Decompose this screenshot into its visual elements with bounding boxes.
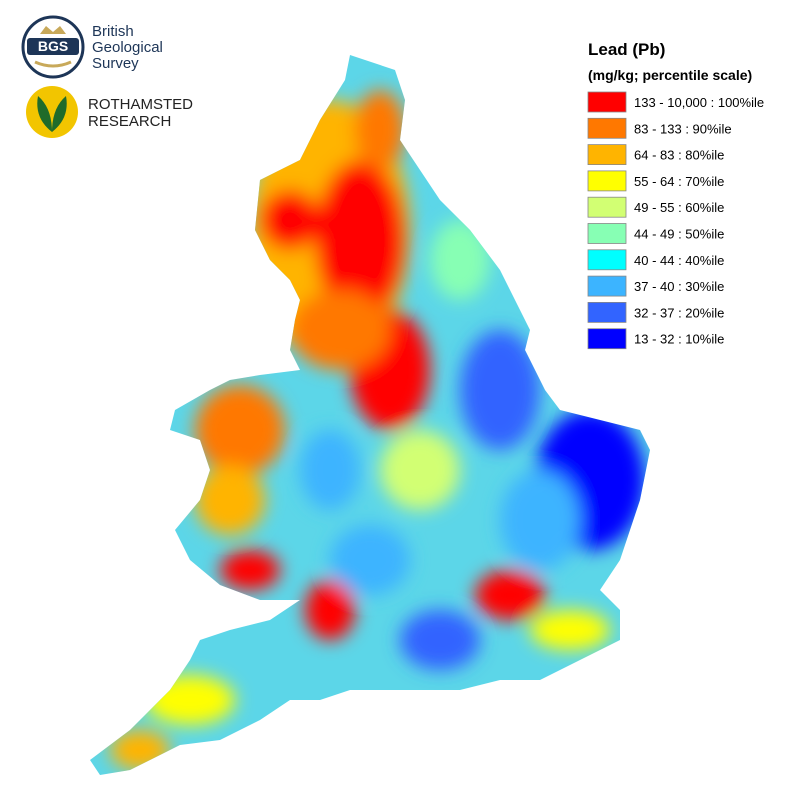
legend-label: 64 - 83 : 80%ile bbox=[634, 148, 724, 163]
rothamsted-leaf bbox=[37, 96, 52, 132]
legend-label: 55 - 64 : 70%ile bbox=[634, 174, 724, 189]
legend-swatch bbox=[587, 275, 627, 297]
bgs-crown bbox=[40, 26, 66, 34]
legend-swatch bbox=[587, 196, 627, 218]
legend-swatch bbox=[587, 301, 627, 323]
legend-swatch bbox=[587, 170, 627, 192]
legend-swatch bbox=[587, 223, 627, 244]
map-zones bbox=[110, 90, 645, 770]
legend-label: 32 - 37 : 20%ile bbox=[634, 305, 724, 320]
legend-swatch bbox=[587, 91, 627, 113]
legend-title: Lead (Pb) bbox=[588, 40, 665, 59]
legend-label: 49 - 55 : 60%ile bbox=[634, 200, 724, 215]
bgs-band bbox=[27, 38, 79, 55]
legend-label: 133 - 10,000 : 100%ile bbox=[634, 95, 764, 110]
bgs-mark: BGS bbox=[38, 38, 68, 54]
rothamsted-name: ROTHAMSTED bbox=[88, 96, 193, 113]
bgs-name: Geological bbox=[92, 39, 163, 56]
legend-swatch bbox=[587, 117, 627, 139]
legend-label: 37 - 40 : 30%ile bbox=[634, 279, 724, 294]
legend: Lead (Pb) (mg/kg; percentile scale) 133 … bbox=[587, 40, 764, 350]
rothamsted-leaf bbox=[52, 96, 67, 132]
rothamsted-badge bbox=[26, 86, 78, 138]
legend-swatch bbox=[587, 249, 627, 271]
legend-label: 13 - 32 : 10%ile bbox=[634, 332, 724, 347]
bgs-swoosh bbox=[34, 60, 72, 68]
legend-subtitle: (mg/kg; percentile scale) bbox=[588, 67, 752, 83]
legend-label: 83 - 133 : 90%ile bbox=[634, 121, 732, 136]
legend-label: 40 - 44 : 40%ile bbox=[634, 253, 724, 268]
legend-label: 44 - 49 : 50%ile bbox=[634, 227, 724, 242]
rothamsted-name: RESEARCH bbox=[88, 113, 171, 130]
bgs-logo: BGS British Geological Survey bbox=[21, 15, 163, 79]
legend-swatch bbox=[587, 144, 627, 166]
rothamsted-logo: ROTHAMSTED RESEARCH bbox=[26, 86, 193, 138]
bgs-name: Survey bbox=[92, 55, 139, 72]
bgs-name: British bbox=[92, 23, 134, 40]
legend-swatch bbox=[587, 328, 627, 350]
map bbox=[90, 55, 650, 775]
